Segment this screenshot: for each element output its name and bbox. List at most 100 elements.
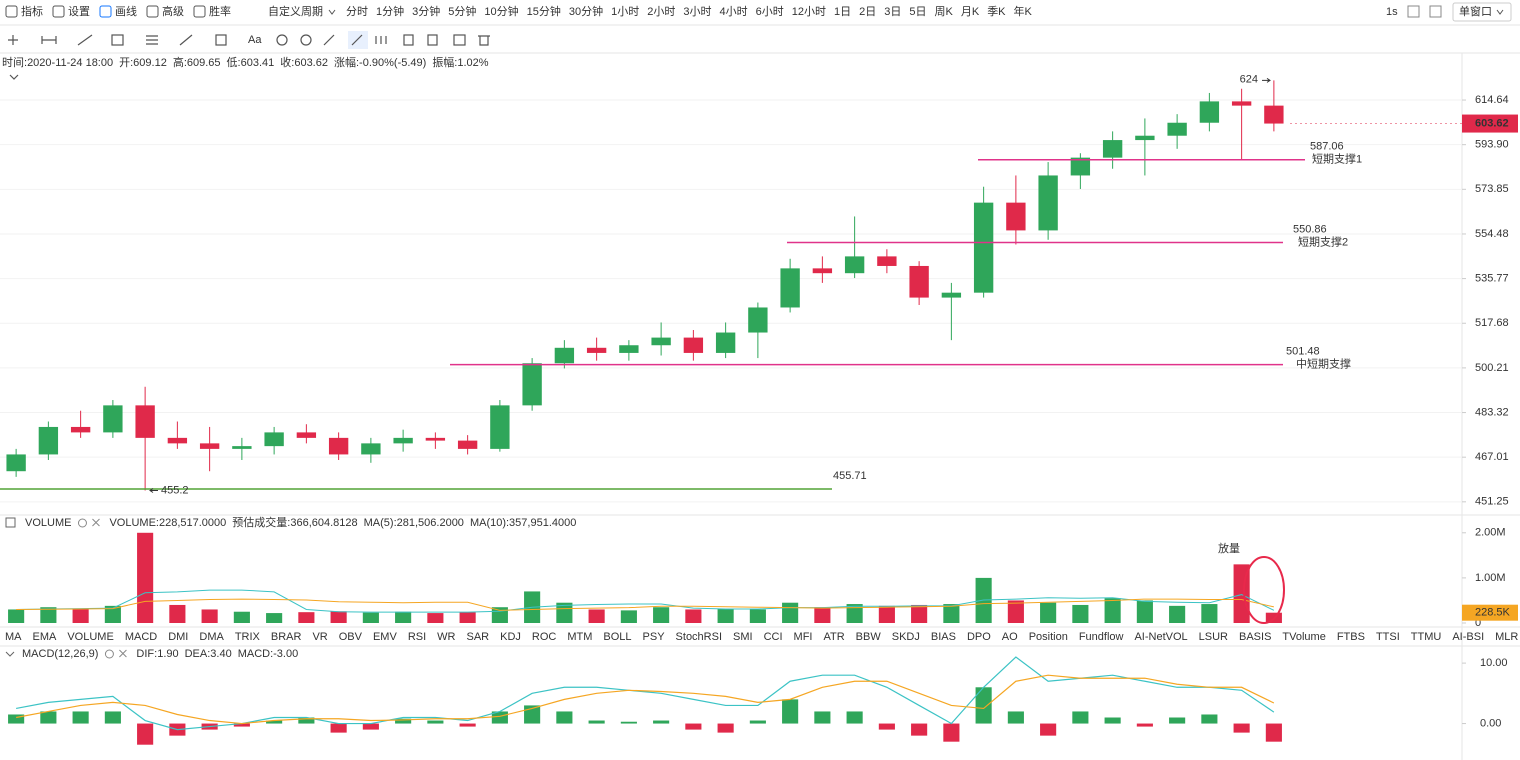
collapse-arrow[interactable]	[9, 74, 19, 80]
snapshot-tool[interactable]	[453, 34, 466, 46]
period-menu[interactable]: 自定义周期	[268, 4, 323, 18]
indicator-tab[interactable]: BASIS	[1239, 631, 1271, 643]
delete-tool[interactable]	[478, 35, 490, 46]
settings-icon[interactable]	[77, 518, 87, 528]
indicator-tab[interactable]: ATR	[823, 631, 844, 643]
indicator-tab[interactable]: TTSI	[1376, 631, 1400, 643]
indicator-tab[interactable]: ROC	[532, 631, 557, 643]
indicator-tab[interactable]: VR	[312, 631, 327, 643]
indicator-tab[interactable]: KDJ	[500, 631, 521, 643]
measure-tool[interactable]	[179, 34, 193, 46]
indicator-tab[interactable]: SMI	[733, 631, 753, 643]
toolbar-button[interactable]: 画线	[115, 4, 137, 18]
toolbar-button[interactable]: 高级	[162, 4, 184, 18]
indicator-tab[interactable]: EMV	[373, 631, 398, 643]
indicator-tab[interactable]: WR	[437, 631, 455, 643]
indicator-tab[interactable]: MTM	[567, 631, 592, 643]
period-button[interactable]: 10分钟	[484, 4, 518, 18]
toolbar-button[interactable]: 胜率	[209, 4, 231, 18]
line-tool[interactable]	[41, 36, 57, 44]
indicator-tab[interactable]: FTBS	[1337, 631, 1365, 643]
indicator-tab[interactable]: CCI	[764, 631, 783, 643]
indicator-tab[interactable]: BRAR	[271, 631, 302, 643]
ruler-tool[interactable]	[323, 34, 335, 46]
indicator-tab[interactable]: LSUR	[1199, 631, 1228, 643]
position-tool[interactable]	[215, 34, 227, 46]
indicator-tab[interactable]: Position	[1029, 631, 1068, 643]
period-button[interactable]: 12小时	[792, 5, 826, 18]
indicator-tab[interactable]: RSI	[408, 631, 426, 643]
close-icon[interactable]	[119, 649, 127, 658]
window-icon[interactable]	[1429, 5, 1442, 18]
indicator-tab[interactable]: BIAS	[931, 631, 956, 643]
refresh-rate[interactable]: 1s	[1386, 6, 1398, 18]
text-tool[interactable]: Aa	[248, 34, 262, 46]
period-button[interactable]: 周K	[935, 5, 954, 18]
indicator-tab[interactable]: SKDJ	[892, 631, 920, 643]
fib-tool[interactable]	[146, 35, 158, 45]
period-button[interactable]: 季K	[987, 5, 1006, 18]
shape-tool[interactable]	[111, 34, 124, 46]
period-button[interactable]: 1日	[834, 6, 851, 18]
indicator-tab[interactable]: TRIX	[235, 631, 261, 643]
candle-body	[554, 347, 575, 364]
window-select[interactable]: 单窗口	[1459, 4, 1492, 18]
fullscreen-icon[interactable]	[1407, 5, 1420, 18]
indicator-tab[interactable]: MA	[5, 631, 22, 643]
period-button[interactable]: 1分钟	[376, 4, 404, 18]
period-button[interactable]: 月K	[961, 6, 980, 18]
draw-mode[interactable]	[351, 34, 363, 46]
indicator-tab[interactable]: SAR	[466, 631, 489, 643]
indicator-tab[interactable]: TTMU	[1411, 631, 1442, 643]
indicator-tab[interactable]: MFI	[794, 631, 813, 643]
drawing-tools	[8, 31, 490, 49]
indicator-tab[interactable]: DMI	[168, 631, 188, 643]
lock-tool[interactable]	[375, 36, 387, 44]
trend-tool[interactable]	[77, 34, 93, 46]
indicator-tab[interactable]: DMA	[199, 631, 224, 643]
hide-tool[interactable]	[403, 34, 414, 46]
period-button[interactable]: 15分钟	[527, 4, 561, 18]
copy-tool[interactable]	[427, 34, 438, 46]
indicator-tab[interactable]: VOLUME	[67, 631, 113, 643]
brush-tool[interactable]	[276, 34, 288, 46]
period-button[interactable]: 1小时	[611, 5, 639, 18]
period-button[interactable]: 分时	[346, 5, 368, 18]
indicator-tab[interactable]: BBW	[856, 631, 882, 643]
period-button[interactable]: 30分钟	[569, 4, 603, 18]
candle-body	[167, 437, 188, 444]
period-button[interactable]: 4小时	[720, 5, 748, 18]
macd-line	[16, 656, 1275, 731]
settings-icon[interactable]	[104, 649, 114, 659]
period-button[interactable]: 6小时	[756, 5, 784, 18]
magnet-tool[interactable]	[300, 34, 312, 46]
period-button[interactable]: 2小时	[647, 5, 675, 18]
toolbar-button[interactable]: 设置	[68, 5, 90, 18]
period-button[interactable]: 3小时	[683, 5, 711, 18]
indicator-tab[interactable]: TVolume	[1282, 631, 1325, 643]
period-button[interactable]: 5日	[909, 6, 926, 18]
indicator-tab[interactable]: AO	[1002, 631, 1018, 643]
indicator-tab[interactable]: PSY	[643, 631, 666, 643]
period-button[interactable]: 年K	[1014, 4, 1033, 18]
indicator-tab[interactable]: AI-BSI	[1452, 631, 1484, 643]
indicator-tab[interactable]: MLR	[1495, 631, 1518, 643]
indicator-tab[interactable]: StochRSI	[676, 631, 722, 643]
indicator-tab[interactable]: AI-NetVOL	[1134, 631, 1187, 643]
indicator-tab[interactable]: EMA	[33, 631, 58, 643]
toolbar-button[interactable]: 指标	[21, 4, 43, 18]
indicator-tab[interactable]: BOLL	[603, 631, 631, 643]
window-select-box[interactable]	[1452, 2, 1512, 22]
crosshair-tool[interactable]	[8, 35, 18, 45]
close-icon[interactable]	[92, 518, 100, 527]
indicator-tab[interactable]: Fundflow	[1079, 631, 1124, 643]
period-button[interactable]: 3分钟	[412, 4, 440, 18]
period-button[interactable]: 5分钟	[448, 4, 476, 18]
indicator-tab[interactable]: OBV	[339, 631, 363, 643]
indicator-tab[interactable]: DPO	[967, 631, 991, 643]
period-button[interactable]: 2日	[859, 6, 876, 18]
y-tick-label: 593.90	[1475, 139, 1509, 151]
indicator-tab[interactable]: MACD	[125, 631, 157, 643]
period-button[interactable]: 3日	[884, 6, 901, 18]
y-tick-label: 500.21	[1475, 362, 1509, 374]
